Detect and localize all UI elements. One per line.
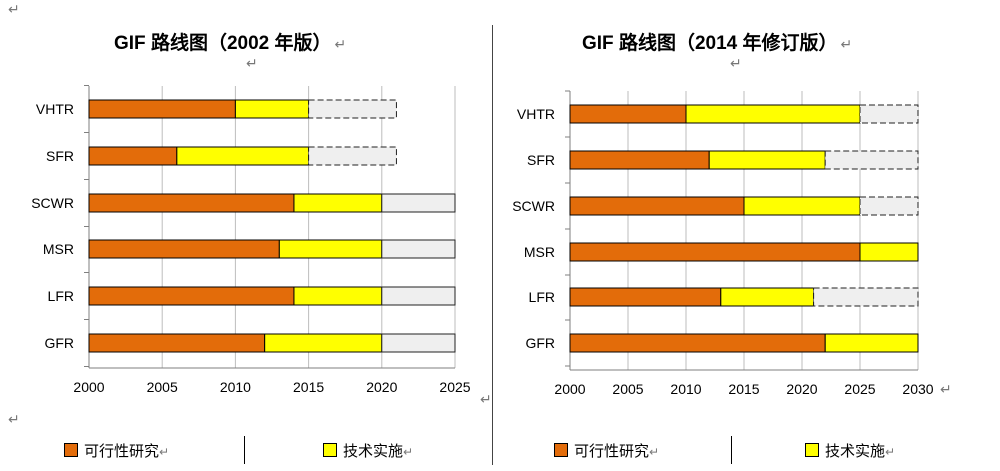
bar-implementation-gfr-2002 [264, 333, 383, 353]
category-label-2002: LFR [48, 288, 74, 304]
bar-implementation-vhtr-2002 [234, 99, 310, 119]
return-mark: ↵ [480, 392, 492, 408]
bar-feasibility-scwr-2014 [569, 196, 745, 216]
bar-implementation-sfr-2002 [176, 146, 310, 166]
bar-remaining-sfr-2002 [308, 146, 397, 166]
bar-feasibility-sfr-2002 [88, 146, 178, 166]
category-label-2014: MSR [524, 244, 555, 260]
return-mark: ↵ [840, 37, 853, 53]
bar-feasibility-gfr-2014 [569, 333, 826, 353]
return-mark: ↵ [159, 445, 170, 459]
x-tick-label-2014: 2030 [902, 381, 933, 397]
bar-remaining-sfr-2014 [824, 150, 919, 170]
legend-swatch-implementation [323, 443, 337, 457]
panel-divider [492, 25, 493, 465]
return-mark: ↵ [8, 2, 20, 18]
x-tick-label-2002: 2025 [439, 379, 470, 395]
chart-title-2002-text: GIF 路线图（2002 年版） [114, 33, 332, 54]
return-mark: ↵ [885, 445, 896, 459]
category-label-2014: SCWR [512, 198, 555, 214]
chart-title-2014: GIF 路线图（2014 年修订版） ↵ [582, 28, 852, 55]
category-label-2014: LFR [529, 289, 555, 305]
bar-remaining-lfr-2014 [813, 287, 919, 307]
category-label-2014: VHTR [517, 106, 555, 122]
chart-title-2014-text: GIF 路线图（2014 年修订版） [582, 33, 838, 54]
bar-implementation-sfr-2014 [708, 150, 826, 170]
return-mark: ↵ [8, 412, 20, 428]
x-tick-label-2014: 2005 [612, 381, 643, 397]
legend-feasibility-left: 可行性研究↵ [64, 440, 169, 461]
bar-feasibility-lfr-2002 [88, 286, 295, 306]
bar-remaining-lfr-2002 [381, 286, 456, 306]
bar-implementation-lfr-2002 [293, 286, 383, 306]
chart-title-2002: GIF 路线图（2002 年版） ↵ [114, 28, 346, 55]
bar-remaining-gfr-2002 [381, 333, 456, 353]
bar-feasibility-gfr-2002 [88, 333, 266, 353]
bar-implementation-lfr-2014 [720, 287, 815, 307]
x-tick-label-2014: 2025 [844, 381, 875, 397]
x-tick-label-2014: 2010 [670, 381, 701, 397]
bar-implementation-msr-2002 [278, 239, 383, 259]
return-mark: ↵ [649, 445, 660, 459]
bar-remaining-msr-2002 [381, 239, 456, 259]
category-label-2002: SFR [46, 148, 74, 164]
bar-implementation-msr-2014 [859, 242, 919, 262]
category-label-2002: GFR [44, 335, 74, 351]
legend-feasibility-right: 可行性研究↵ [554, 440, 659, 461]
return-mark: ↵ [730, 56, 742, 72]
category-label-2014: GFR [525, 335, 555, 351]
bar-remaining-vhtr-2002 [308, 99, 397, 119]
return-mark: ↵ [334, 37, 347, 53]
legend-label-feasibility: 可行性研究 [84, 442, 160, 460]
x-tick-label-2014: 2015 [728, 381, 759, 397]
return-mark: ↵ [940, 382, 952, 398]
bar-feasibility-vhtr-2014 [569, 104, 687, 124]
legend-implementation-left: 技术实施↵ [323, 440, 413, 461]
bar-implementation-scwr-2002 [293, 193, 383, 213]
bar-implementation-scwr-2014 [743, 196, 861, 216]
x-tick-label-2002: 2015 [293, 379, 324, 395]
bar-feasibility-scwr-2002 [88, 193, 295, 213]
bar-implementation-gfr-2014 [824, 333, 919, 353]
legend-label-implementation: 技术实施 [825, 442, 886, 460]
bar-remaining-scwr-2014 [859, 196, 919, 216]
x-tick-label-2002: 2005 [147, 379, 178, 395]
bar-feasibility-msr-2014 [569, 242, 861, 262]
x-tick-label-2002: 2020 [366, 379, 397, 395]
return-mark: ↵ [403, 445, 414, 459]
category-label-2014: SFR [527, 152, 555, 168]
x-tick-label-2014: 2020 [786, 381, 817, 397]
x-tick-label-2002: 2000 [73, 379, 104, 395]
bar-feasibility-vhtr-2002 [88, 99, 236, 119]
bar-remaining-scwr-2002 [381, 193, 456, 213]
legend-separator [731, 436, 732, 464]
bar-remaining-vhtr-2014 [859, 104, 919, 124]
legend-label-feasibility: 可行性研究 [574, 442, 650, 460]
legend-swatch-implementation [805, 443, 819, 457]
bar-feasibility-msr-2002 [88, 239, 280, 259]
bar-feasibility-sfr-2014 [569, 150, 710, 170]
bar-feasibility-lfr-2014 [569, 287, 722, 307]
legend-swatch-feasibility [64, 443, 78, 457]
category-label-2002: MSR [43, 241, 74, 257]
x-tick-label-2014: 2000 [554, 381, 585, 397]
return-mark: ↵ [246, 56, 258, 72]
category-label-2002: VHTR [36, 101, 74, 117]
legend-swatch-feasibility [554, 443, 568, 457]
x-tick-label-2002: 2010 [220, 379, 251, 395]
category-label-2002: SCWR [31, 195, 74, 211]
legend-implementation-right: 技术实施↵ [805, 440, 895, 461]
legend-label-implementation: 技术实施 [343, 442, 404, 460]
legend-separator [244, 436, 245, 464]
bar-implementation-vhtr-2014 [685, 104, 861, 124]
